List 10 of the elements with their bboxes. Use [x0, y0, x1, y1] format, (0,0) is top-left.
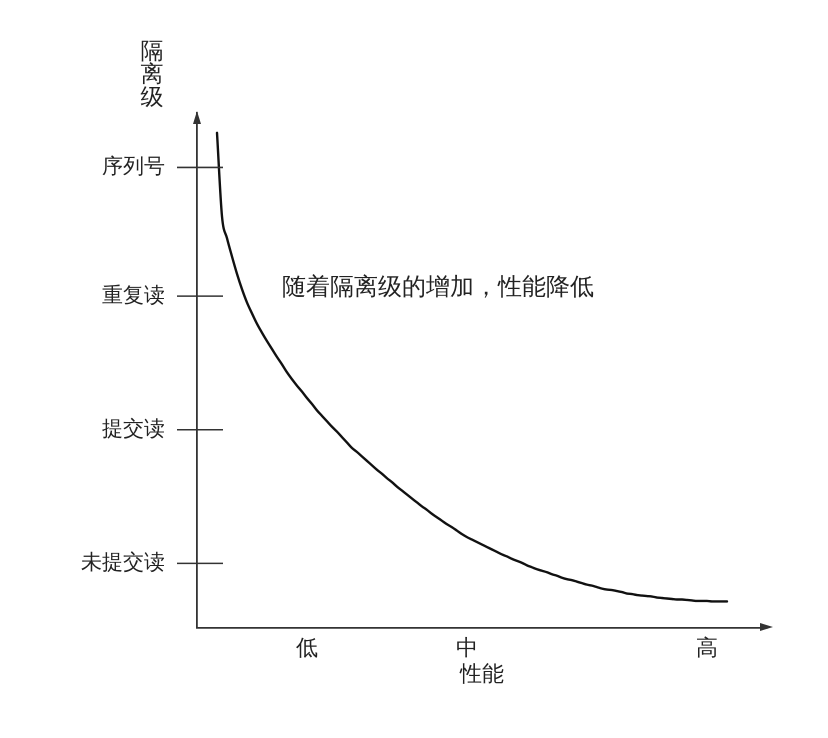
ref-line-label: 提交读	[102, 418, 165, 441]
ref-line-label: 未提交读	[81, 551, 165, 574]
x-tick-label: 高	[696, 634, 718, 660]
annotation: 随着隔离级的增加，性能降低	[282, 274, 594, 301]
x-tick-label: 中	[456, 634, 478, 660]
x-tick-label: 低	[296, 634, 318, 660]
x-axis-title: 性能	[459, 660, 504, 686]
y-axis-title: 隔离级	[140, 37, 164, 110]
ref-line-label: 序列号	[102, 155, 165, 178]
ref-line-label: 重复读	[102, 284, 165, 307]
